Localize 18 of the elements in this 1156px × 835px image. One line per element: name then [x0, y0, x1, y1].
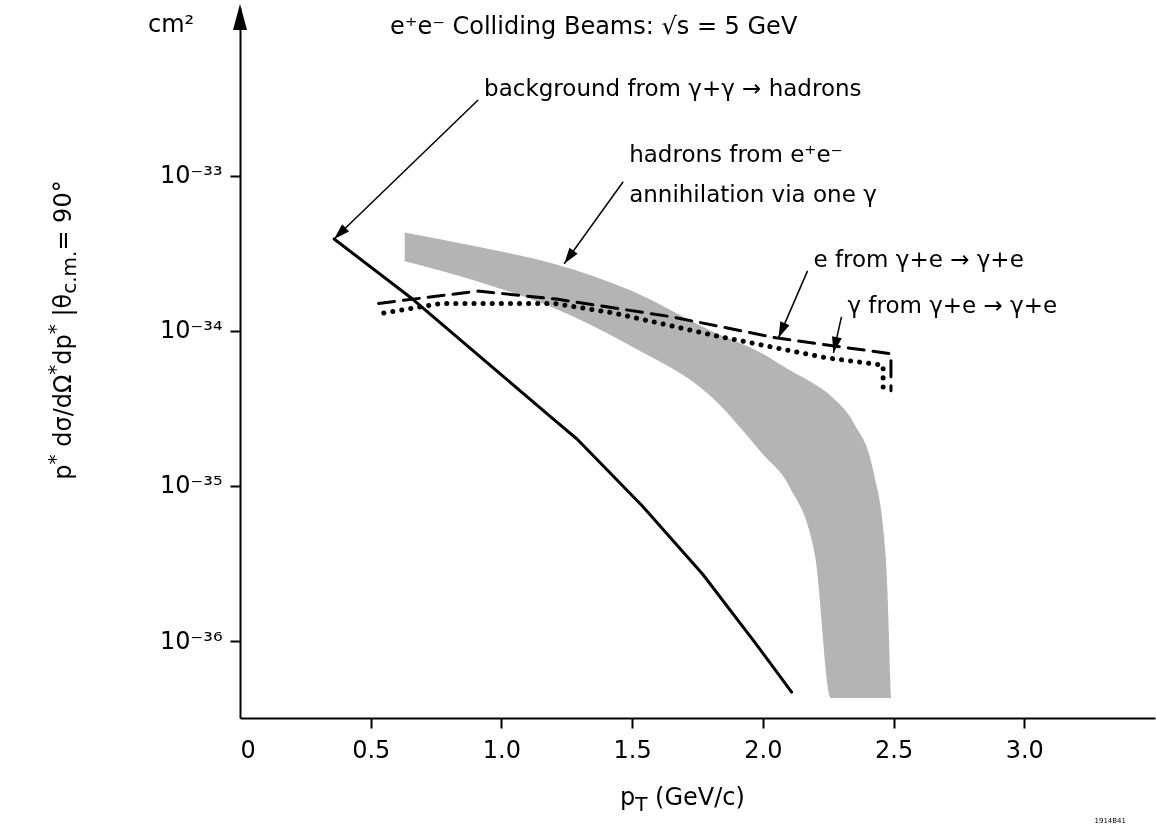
chart-title: e⁺e⁻ Colliding Beams: √s = 5 GeV	[390, 12, 798, 40]
x-tick-label: 1.5	[613, 735, 652, 764]
text: cm²	[148, 10, 195, 38]
y-tick-label: 10⁻³⁶	[160, 626, 223, 655]
y-tick-label: 10⁻³³	[160, 161, 223, 190]
x-tick-label: 0	[240, 735, 256, 764]
annotation: e from γ+e → γ+e	[813, 245, 1024, 272]
x-axis-title: p$_{T}$ (GeV/c)	[620, 783, 745, 816]
x-tick-label: 2.0	[744, 735, 783, 764]
y-tick-label: 10⁻³⁴	[160, 316, 223, 345]
x-tick-label: 1.0	[482, 735, 522, 764]
annotation: background from γ+γ → hadrons	[484, 74, 862, 101]
x-tick-label: 0.5	[352, 735, 391, 764]
y-tick-label: 10⁻³⁵	[160, 471, 223, 500]
x-tick-label: 3.0	[1005, 735, 1044, 764]
x-tick-label: 2.5	[874, 735, 914, 764]
annotation: hadrons from e⁺e⁻ annihilation via one γ	[629, 140, 877, 207]
annotation: γ from γ+e → γ+e	[847, 291, 1058, 318]
